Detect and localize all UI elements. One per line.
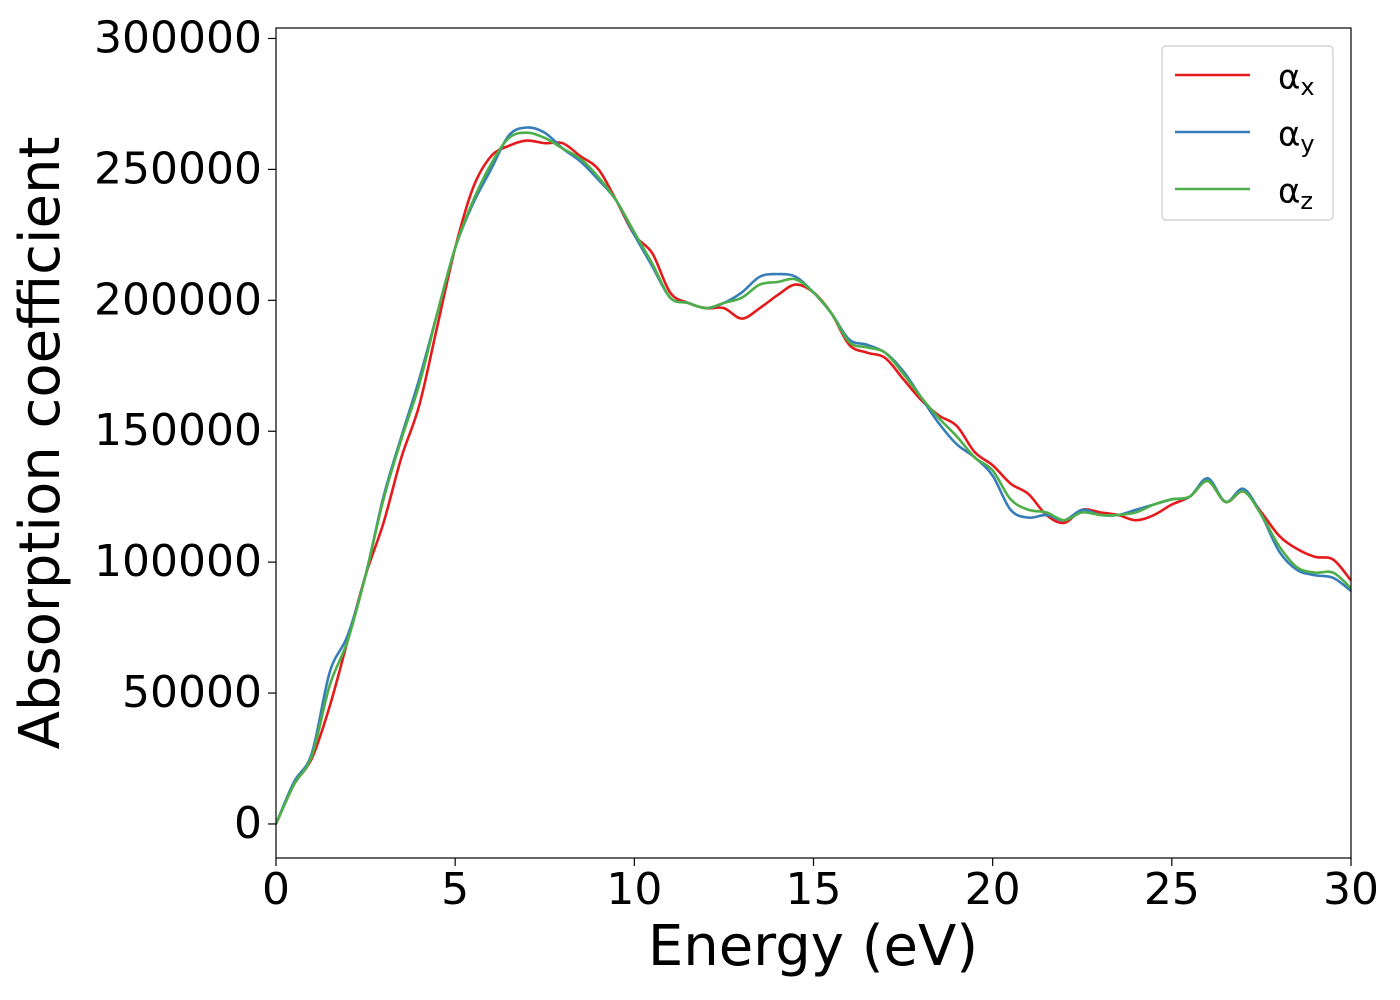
x-tick-label: 25 — [1144, 864, 1200, 915]
x-tick-label: 30 — [1323, 864, 1379, 915]
y-tick-label: 50000 — [122, 667, 262, 718]
y-tick-label: 100000 — [94, 536, 262, 587]
x-tick-label: 15 — [786, 864, 842, 915]
y-tick-label: 300000 — [94, 12, 262, 63]
legend-subscript: y — [1300, 130, 1314, 158]
x-tick-label: 20 — [965, 864, 1021, 915]
x-tick-label: 10 — [606, 864, 662, 915]
x-axis-label: Energy (eV) — [648, 914, 978, 979]
legend-subscript: z — [1300, 187, 1313, 215]
plot-frame — [275, 27, 1352, 859]
legend-subscript: x — [1300, 73, 1314, 101]
y-tick-label: 250000 — [94, 143, 262, 194]
y-tick-label: 0 — [234, 798, 262, 849]
y-axis-label: Absorption coefficient — [8, 137, 73, 750]
y-tick-label: 200000 — [94, 274, 262, 325]
x-tick-label: 5 — [441, 864, 469, 915]
y-tick-label: 150000 — [94, 405, 262, 456]
x-tick-label: 0 — [262, 864, 290, 915]
data-line — [276, 131, 1351, 825]
